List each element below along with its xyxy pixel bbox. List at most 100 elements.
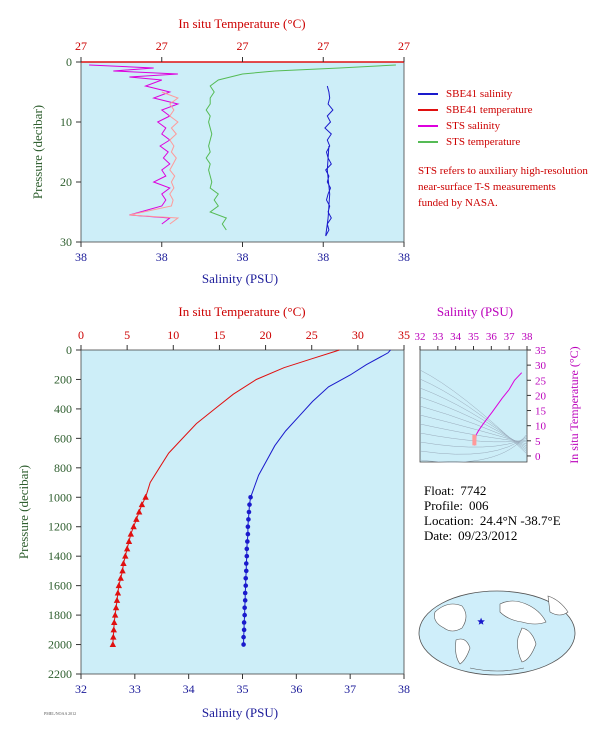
top-tick-label: 25 bbox=[306, 328, 318, 342]
salinity-marker bbox=[243, 583, 249, 588]
main-xlabel: Salinity (PSU) bbox=[202, 705, 278, 720]
top-tick-label: 0 bbox=[78, 328, 84, 342]
top-ylabel: Pressure (decibar) bbox=[30, 105, 45, 199]
bottom-tick-label: 34 bbox=[183, 682, 195, 696]
main-plot-area bbox=[80, 349, 405, 675]
top-tick-label: 20 bbox=[260, 328, 272, 342]
ts-top-tick-label: 35 bbox=[468, 331, 480, 343]
temperature-marker bbox=[111, 618, 118, 625]
temperature-marker bbox=[111, 611, 119, 618]
ts-right-tick-label: 20 bbox=[535, 390, 547, 402]
ts-inset: 32 33 34 35 36 37 38 0 5 10 15 20 25 30 35 Salinity (P… bbox=[415, 304, 582, 464]
salinity-marker bbox=[243, 568, 249, 574]
ts-top-tick-label: 33 bbox=[432, 331, 444, 343]
y-tick-label: 200 bbox=[54, 372, 72, 386]
y-tick-label: 1800 bbox=[48, 608, 72, 622]
density-contours bbox=[419, 369, 528, 463]
density-contour bbox=[419, 437, 528, 448]
temperature-marker bbox=[123, 545, 131, 552]
temperature-marker bbox=[112, 604, 120, 611]
ts-right-tick-label: 0 bbox=[535, 451, 541, 463]
temperature-marker bbox=[130, 523, 137, 530]
legend-item: STS salinity bbox=[418, 118, 532, 134]
salinity-marker bbox=[242, 590, 248, 596]
temperature-marker bbox=[138, 501, 146, 508]
location-map bbox=[418, 590, 576, 676]
top-tick-label: 5 bbox=[124, 328, 130, 342]
temperature-marker bbox=[110, 626, 117, 633]
legend: SBE41 salinity SBE41 temperature STS sal… bbox=[418, 86, 532, 150]
top-plot: 27 27 27 27 27 38 38 38 38 38 0 10 20 30 In situ Temp… bbox=[30, 16, 410, 286]
salinity-marker bbox=[241, 642, 246, 647]
salinity-marker bbox=[243, 575, 249, 581]
salinity-marker bbox=[244, 553, 250, 559]
series-line-sbe41_salinity bbox=[324, 85, 334, 237]
legend-item: SBE41 temperature bbox=[418, 102, 532, 118]
ts-deep-cluster bbox=[472, 434, 477, 446]
legend-swatch bbox=[418, 141, 438, 143]
map-landmass bbox=[517, 627, 537, 663]
ts-top-tick-label: 34 bbox=[450, 331, 462, 343]
ts-top-tick-label: 38 bbox=[522, 331, 534, 343]
temperature-marker bbox=[117, 574, 124, 581]
density-contour bbox=[419, 433, 528, 463]
bottom-tick-label: 35 bbox=[237, 682, 249, 696]
profile-value: 006 bbox=[469, 498, 489, 513]
ts-top-tick-label: 36 bbox=[486, 331, 498, 343]
y-tick-label: 1400 bbox=[48, 549, 72, 563]
salinity-marker bbox=[242, 598, 248, 603]
map-landmass bbox=[455, 638, 471, 665]
location-value: 24.4°N -38.7°E bbox=[479, 513, 561, 528]
top-plot-axes: 27 27 27 27 27 38 38 38 38 38 0 10 20 30 bbox=[60, 39, 410, 264]
top-tick-label: 27 bbox=[75, 39, 87, 53]
salinity-marker bbox=[246, 517, 251, 522]
temperature-marker bbox=[113, 596, 121, 603]
ts-series bbox=[472, 372, 523, 446]
temperature-marker bbox=[135, 508, 143, 515]
top-tick-label: 35 bbox=[398, 328, 410, 342]
bottom-tick-label: 37 bbox=[344, 682, 356, 696]
y-tick-label: 10 bbox=[60, 115, 72, 129]
ts-right-tick-label: 15 bbox=[535, 406, 547, 418]
float-location-marker bbox=[477, 617, 485, 625]
main-plot: 0 5 10 15 20 25 30 35 32 33 34 35 36 37 38 0 200 400 600 80… bbox=[16, 304, 410, 720]
top-tick-label: 27 bbox=[156, 39, 168, 53]
series-line-sts_temperature bbox=[205, 64, 396, 231]
legend-label: SBE41 salinity bbox=[446, 88, 513, 100]
ts-right-tick-label: 25 bbox=[535, 375, 547, 387]
bottom-tick-label: 33 bbox=[129, 682, 141, 696]
legend-swatch bbox=[418, 109, 438, 111]
salinity-marker bbox=[242, 612, 247, 618]
temperature-marker bbox=[109, 641, 117, 648]
bottom-tick-label: 38 bbox=[75, 250, 87, 264]
top-xlabel: Salinity (PSU) bbox=[202, 271, 278, 286]
legend-label: SBE41 temperature bbox=[446, 104, 533, 116]
y-tick-label: 400 bbox=[54, 402, 72, 416]
bottom-tick-label: 38 bbox=[317, 250, 329, 264]
series-line-salinity bbox=[250, 349, 391, 498]
salinity-marker bbox=[243, 561, 249, 566]
ts-title: Salinity (PSU) bbox=[437, 304, 513, 319]
map-landmass bbox=[469, 667, 525, 672]
salinity-marker bbox=[245, 524, 251, 530]
main-plot-axes: 0 5 10 15 20 25 30 35 32 33 34 35 36 37 38 0 200 400 600 80… bbox=[48, 328, 410, 696]
ts-right-tick-label: 35 bbox=[535, 345, 547, 357]
date-row: Date: 09/23/2012 bbox=[424, 528, 561, 543]
temperature-marker bbox=[127, 530, 135, 537]
profile-label: Profile: bbox=[424, 498, 463, 513]
location-label: Location: bbox=[424, 513, 474, 528]
salinity-marker bbox=[245, 539, 250, 544]
salinity-marker bbox=[242, 605, 247, 611]
salinity-marker bbox=[248, 494, 253, 500]
salinity-marker bbox=[244, 546, 250, 552]
profile-row: Profile: 006 bbox=[424, 498, 561, 513]
float-label: Float: bbox=[424, 483, 455, 498]
bottom-tick-label: 38 bbox=[398, 250, 410, 264]
temperature-marker bbox=[114, 589, 122, 596]
salinity-marker bbox=[241, 620, 247, 625]
legend-label: STS temperature bbox=[446, 136, 521, 148]
sts-note: STS refers to auxiliary high-resolution … bbox=[418, 165, 588, 209]
series-line-sts_salinity bbox=[89, 64, 180, 225]
legend-label: STS salinity bbox=[446, 120, 501, 132]
